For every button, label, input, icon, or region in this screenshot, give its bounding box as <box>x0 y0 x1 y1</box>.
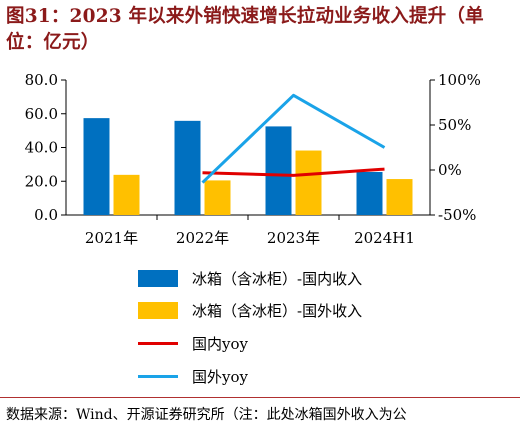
x-tick-label: 2023年 <box>267 229 320 247</box>
bar-domestic-revenue <box>174 120 201 215</box>
y-right-tick-label: 50% <box>438 116 471 134</box>
legend-label-foreign-yoy: 国外yoy <box>192 367 248 386</box>
chart-title: 图31：2023 年以来外销快速增长拉动业务收入提升（单位：亿元） <box>6 6 484 53</box>
bar-foreign-revenue <box>386 179 413 215</box>
line-foreign-yoy <box>201 93 386 184</box>
legend-swatch-domestic-yoy <box>138 341 178 345</box>
bar-foreign-revenue <box>204 180 231 215</box>
bar-foreign-revenue <box>113 174 140 215</box>
y-left-tick-label: 60.0 <box>25 105 58 123</box>
legend-swatch-foreign-yoy <box>138 374 178 378</box>
bar-foreign-revenue <box>295 150 322 215</box>
legend-domestic-yoy: 国内yoy <box>138 331 248 355</box>
chart: 0.0 20.0 40.0 60.0 80.0 -50% 0% 50% 100% 2021年 202… <box>25 71 481 247</box>
y-left-tick-label: 80.0 <box>25 71 58 89</box>
x-tick-label: 2021年 <box>85 229 138 247</box>
y-left-tick-label: 0.0 <box>34 206 58 224</box>
bar-domestic-revenue <box>265 126 292 215</box>
bar-domestic-revenue <box>356 171 383 215</box>
legend-foreign-yoy: 国外yoy <box>138 364 248 388</box>
x-tick-label: 2024H1 <box>354 229 415 247</box>
legend-swatch-domestic <box>138 269 178 287</box>
line-domestic-yoy <box>202 167 385 177</box>
y-right-tick-label: 0% <box>438 161 462 179</box>
legend-label-foreign: 冰箱（含冰柜）-国外收入 <box>192 301 363 320</box>
source-note: 数据来源：Wind、开源证券研究所（注：此处冰箱国外收入为公 <box>0 397 520 424</box>
legend-label-domestic-yoy: 国内yoy <box>192 334 248 353</box>
bar-domestic-revenue <box>83 118 110 215</box>
x-tick-label: 2022年 <box>176 229 229 247</box>
y-left-tick-label: 20.0 <box>25 172 58 190</box>
legend-swatch-foreign <box>138 301 178 319</box>
y-right-tick-label: 100% <box>438 71 481 89</box>
y-left-tick-label: 40.0 <box>25 139 58 157</box>
legend-foreign-revenue: 冰箱（含冰柜）-国外收入 <box>138 298 362 322</box>
y-right-tick-label: -50% <box>438 206 476 224</box>
legend-label-domestic: 冰箱（含冰柜）-国内收入 <box>192 269 363 288</box>
legend-domestic-revenue: 冰箱（含冰柜）-国内收入 <box>138 266 362 290</box>
